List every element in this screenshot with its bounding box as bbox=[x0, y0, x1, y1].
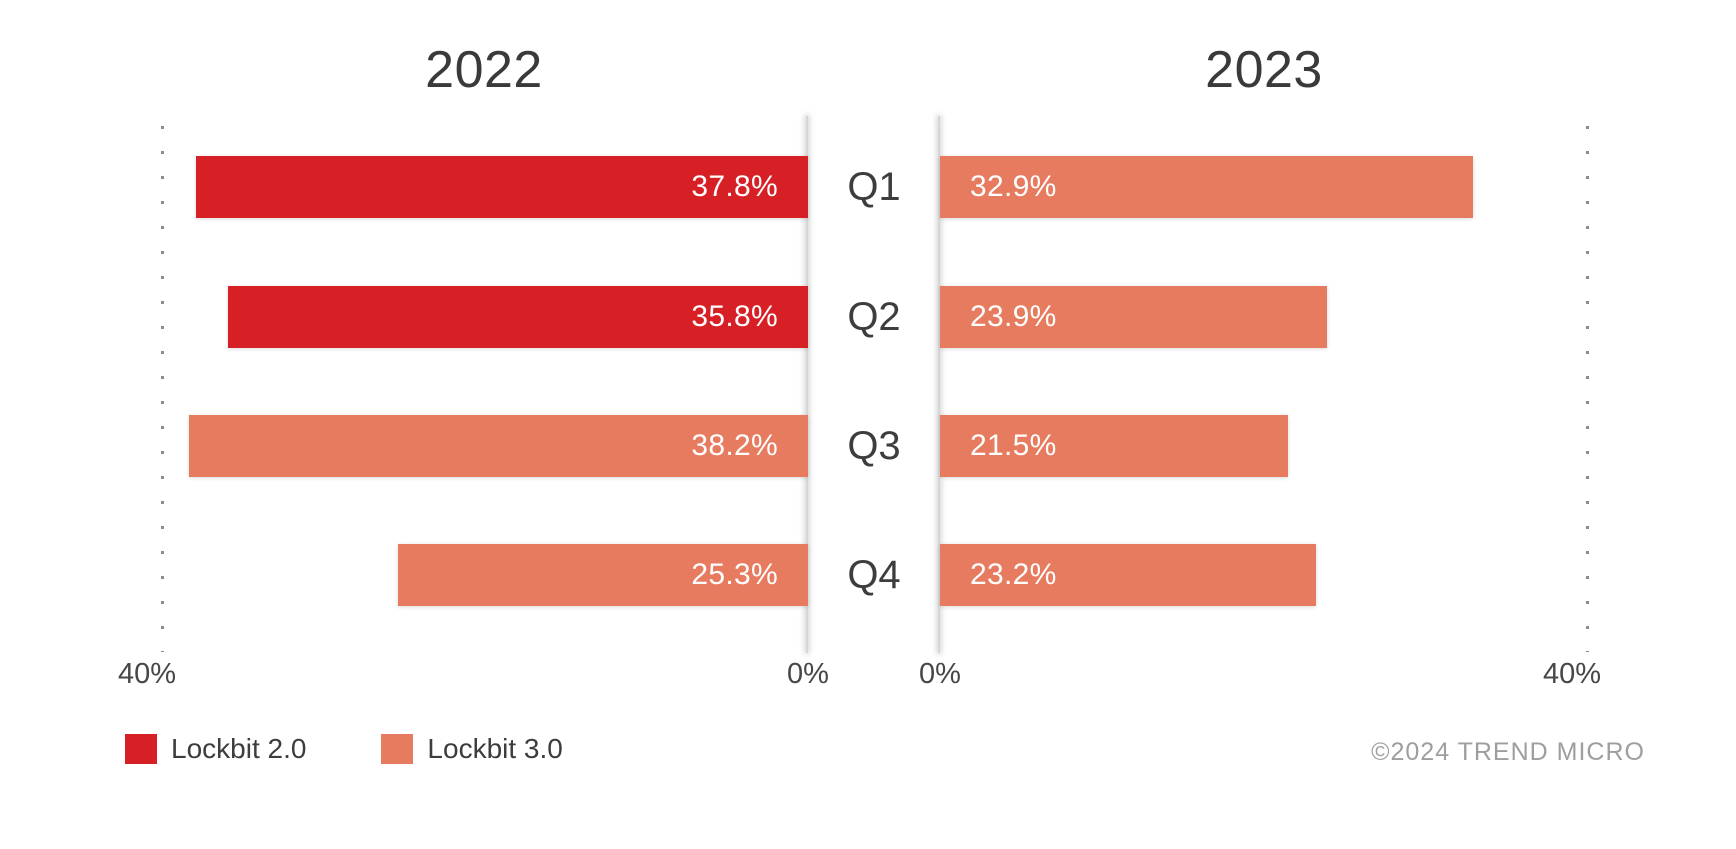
bar-row-2023-q3: 21.5% bbox=[940, 415, 1588, 477]
bar-value-label: 23.2% bbox=[970, 558, 1057, 591]
chart-title-2022: 2022 bbox=[425, 41, 543, 99]
legend-item-lockbit2: Lockbit 2.0 bbox=[125, 733, 306, 765]
axis-boundary-dotted-line-left bbox=[161, 126, 164, 652]
quarter-label-q2: Q2 bbox=[847, 294, 901, 339]
bar-row-2022-q1: 37.8% bbox=[160, 156, 808, 218]
bar-value-label: 37.8% bbox=[691, 170, 778, 203]
bar-2023-q1: 32.9% bbox=[940, 156, 1473, 218]
quarter-label-q4: Q4 bbox=[847, 552, 901, 597]
legend-label-lockbit3: Lockbit 3.0 bbox=[427, 733, 563, 764]
bar-value-label: 23.9% bbox=[970, 300, 1057, 333]
bar-value-label: 25.3% bbox=[691, 558, 778, 591]
bar-2022-q2: 35.8% bbox=[228, 286, 808, 348]
quarter-label-strip: Q1 Q2 Q3 Q4 bbox=[808, 120, 940, 655]
bar-value-label: 21.5% bbox=[970, 429, 1057, 462]
zero-axis-line-2023 bbox=[938, 116, 940, 653]
zero-axis-line-2022 bbox=[806, 116, 808, 653]
bar-2023-q2: 23.9% bbox=[940, 286, 1328, 348]
bar-2023-q3: 21.5% bbox=[940, 415, 1289, 477]
legend-swatch-lockbit2 bbox=[125, 734, 157, 764]
chart-side-2023: 32.9% 23.9% 21.5% 23.2% bbox=[940, 120, 1588, 655]
legend-swatch-lockbit3 bbox=[381, 734, 414, 764]
chart-title-2023: 2023 bbox=[1205, 41, 1323, 99]
axis-boundary-dotted-line-right bbox=[1586, 126, 1589, 652]
legend-label-lockbit2: Lockbit 2.0 bbox=[171, 733, 307, 764]
bar-row-2022-q3: 38.2% bbox=[160, 415, 808, 477]
bar-row-2023-q1: 32.9% bbox=[940, 156, 1588, 218]
quarter-label-q1: Q1 bbox=[847, 164, 901, 209]
copyright-text: ©2024 TREND MICRO bbox=[1371, 738, 1645, 766]
bar-2022-q3: 38.2% bbox=[189, 415, 808, 477]
axis-tick-0-right: 0% bbox=[919, 658, 961, 690]
bar-2023-q4: 23.2% bbox=[940, 544, 1316, 606]
chart-side-2022: 37.8% 35.8% 38.2% 25.3% bbox=[160, 120, 808, 655]
axis-tick-40-right: 40% bbox=[1542, 658, 1602, 690]
legend: Lockbit 2.0 Lockbit 3.0 bbox=[125, 733, 563, 765]
bar-2022-q1: 37.8% bbox=[195, 156, 808, 218]
bar-2022-q4: 25.3% bbox=[398, 544, 808, 606]
bar-value-label: 35.8% bbox=[691, 300, 778, 333]
bar-value-label: 32.9% bbox=[970, 170, 1057, 203]
bar-row-2022-q2: 35.8% bbox=[160, 286, 808, 348]
bar-row-2023-q4: 23.2% bbox=[940, 544, 1588, 606]
bar-value-label: 38.2% bbox=[691, 429, 778, 462]
quarter-label-q3: Q3 bbox=[847, 423, 901, 468]
bar-row-2022-q4: 25.3% bbox=[160, 544, 808, 606]
axis-tick-40-left: 40% bbox=[117, 658, 177, 690]
legend-item-lockbit3: Lockbit 3.0 bbox=[381, 733, 563, 765]
bar-row-2023-q2: 23.9% bbox=[940, 286, 1588, 348]
axis-tick-0-left: 0% bbox=[787, 658, 829, 690]
